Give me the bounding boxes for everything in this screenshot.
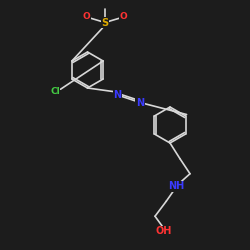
Text: OH: OH [156,226,172,236]
Text: NH: NH [168,181,184,191]
Text: N: N [136,98,144,108]
Text: Cl: Cl [50,87,60,96]
Text: N: N [114,90,122,100]
Text: S: S [102,18,108,28]
Text: O: O [120,12,128,21]
Text: O: O [82,12,90,21]
